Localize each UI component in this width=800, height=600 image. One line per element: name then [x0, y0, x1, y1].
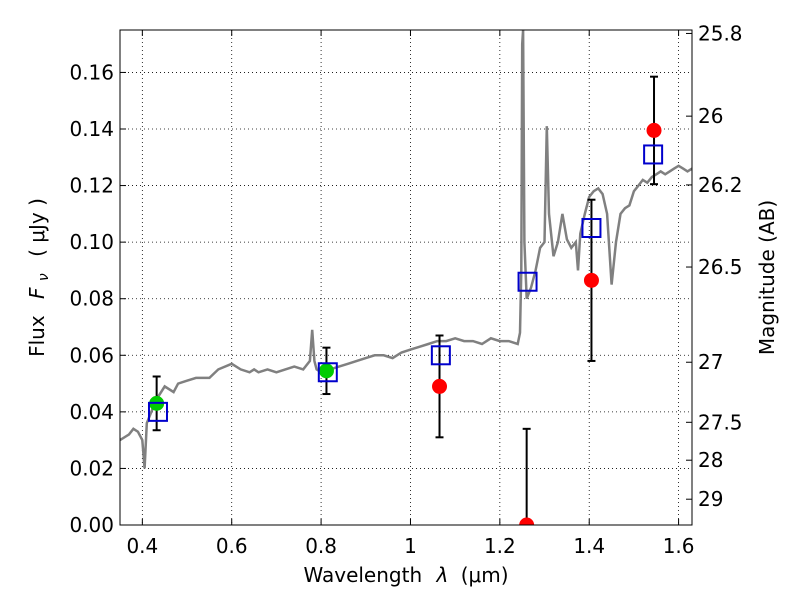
- x-tick-label: 1.2: [484, 534, 516, 558]
- x-tick-label: 1: [404, 534, 417, 558]
- x-tick-label: 1.4: [573, 534, 605, 558]
- x-tick-label: 0.4: [126, 534, 158, 558]
- y-axis-label-symbol: F: [25, 287, 49, 299]
- y-tick-label: 0.06: [69, 343, 114, 367]
- y-tick-label: 0.04: [69, 400, 114, 424]
- y2-tick-label: 25.8: [698, 21, 743, 45]
- model-box: [643, 144, 664, 165]
- y-tick-label: 0.02: [69, 456, 114, 480]
- y-axis-label-text: Flux: [25, 315, 49, 357]
- model-box: [317, 362, 338, 383]
- y-tick-label: 0.12: [69, 174, 114, 198]
- y2-tick-label: 28: [698, 448, 723, 472]
- y-axis-label-unit: ( μJy ): [25, 198, 49, 257]
- y-tick-label: 0.10: [69, 230, 114, 254]
- red-point: [432, 378, 448, 394]
- model-box: [430, 345, 451, 366]
- x-axis-label: Wavelength λ (μm): [303, 563, 508, 587]
- y2-tick-label: 27: [698, 350, 723, 374]
- green-point: [318, 363, 334, 379]
- model-box: [581, 218, 602, 238]
- spectrum-line: [120, 30, 692, 469]
- y-axis-label: Flux F ν ( μJy ): [25, 198, 53, 357]
- y2-tick-label: 26.2: [698, 173, 743, 197]
- model-box: [147, 401, 168, 422]
- y2-axis-label: Magnitude (AB): [755, 200, 779, 355]
- photometry-points: [149, 122, 662, 525]
- x-tick-label: 0.6: [216, 534, 248, 558]
- y-tick-label: 0.16: [69, 60, 114, 84]
- x-axis-label-text: Wavelength: [303, 563, 422, 587]
- plot-frame: [119, 29, 693, 526]
- y2-tick-label: 27.5: [698, 410, 743, 434]
- template-spectrum: [120, 30, 692, 469]
- red-point: [583, 272, 599, 288]
- error-bars: [152, 75, 659, 525]
- grid-lines: [120, 30, 692, 526]
- model-boxes: [147, 144, 664, 422]
- x-tick-label: 0.8: [305, 534, 337, 558]
- red-point: [519, 517, 535, 525]
- y2-tick-label: 29: [698, 487, 723, 511]
- y-tick-label: 0.08: [69, 287, 114, 311]
- red-point: [646, 122, 662, 138]
- x-tick-label: 1.6: [663, 534, 695, 558]
- model-box: [517, 271, 538, 292]
- x-axis-label-unit: (μm): [461, 563, 509, 587]
- y2-tick-label: 26: [698, 104, 723, 128]
- axis-ticks: 0.4 0.6 0.8 1 1.2 1.4 1.6 0.00 0.02 0.04 0.06 0.08 0…: [69, 21, 742, 558]
- y-tick-label: 0.14: [69, 117, 114, 141]
- y-axis-label-subscript: ν: [36, 273, 52, 281]
- y-tick-label: 0.00: [69, 513, 114, 537]
- x-axis-label-symbol: λ: [436, 563, 449, 587]
- y2-tick-label: 26.5: [698, 255, 743, 279]
